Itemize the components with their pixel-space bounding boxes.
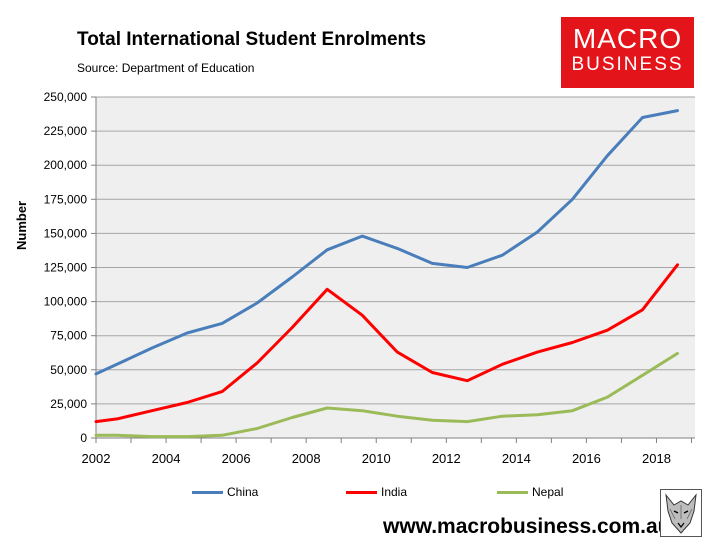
chart-title: Total International Student Enrolments [77,29,427,50]
x-axis-ticks: 2002 2004 2006 2008 2010 2012 2014 2016 2018 [82,437,695,466]
x-tick-label-2002: 2002 [82,451,111,466]
legend-label-india: India [381,485,408,499]
macrobusiness-logo: MACRO BUSINESS [561,17,694,88]
legend-item-india: India [346,485,407,499]
logo-line-2: BUSINESS [571,54,684,75]
x-tick-label-2008: 2008 [292,451,321,466]
logo-line-1: MACRO [572,23,683,54]
wolf-mascot-icon [660,489,702,537]
legend-label-china: China [227,485,259,499]
gridlines [95,96,695,439]
y-tick-label-0: 0 [80,431,87,445]
chart-source: Source: Department of Education [77,61,255,75]
x-tick-label-2018: 2018 [642,451,671,466]
legend-swatch-india [346,491,377,495]
x-tick-label-2016: 2016 [572,451,601,466]
y-tick-label-5: 125,000 [44,261,88,275]
legend-label-nepal: Nepal [532,485,564,499]
series-line-nepal [94,351,679,439]
x-tick-label-2010: 2010 [362,451,391,466]
series-line-india [94,263,679,424]
legend-item-china: China [192,485,258,499]
website-url[interactable]: www.macrobusiness.com.au [383,515,671,538]
legend-swatch-nepal [497,491,528,495]
legend-swatch-china [192,491,223,495]
series-line-china [94,109,679,376]
series-lines [94,109,679,439]
x-tick-label-2006: 2006 [222,451,251,466]
y-tick-label-10: 250,000 [44,90,88,104]
y-tick-label-1: 25,000 [50,397,87,411]
y-tick-label-6: 150,000 [44,226,88,240]
y-tick-label-9: 225,000 [44,124,88,138]
legend-item-nepal: Nepal [497,485,563,499]
y-tick-label-2: 50,000 [50,363,87,377]
y-tick-label-8: 200,000 [44,158,88,172]
y-tick-label-7: 175,000 [44,192,88,206]
x-tick-label-2004: 2004 [152,451,181,466]
y-tick-label-3: 75,000 [50,329,87,343]
x-tick-label-2012: 2012 [432,451,461,466]
x-tick-label-2014: 2014 [502,451,531,466]
y-axis-ticks: 0 25,000 50,000 75,000 100,000 125,000 150,000… [44,90,96,445]
y-tick-label-4: 100,000 [44,295,88,309]
